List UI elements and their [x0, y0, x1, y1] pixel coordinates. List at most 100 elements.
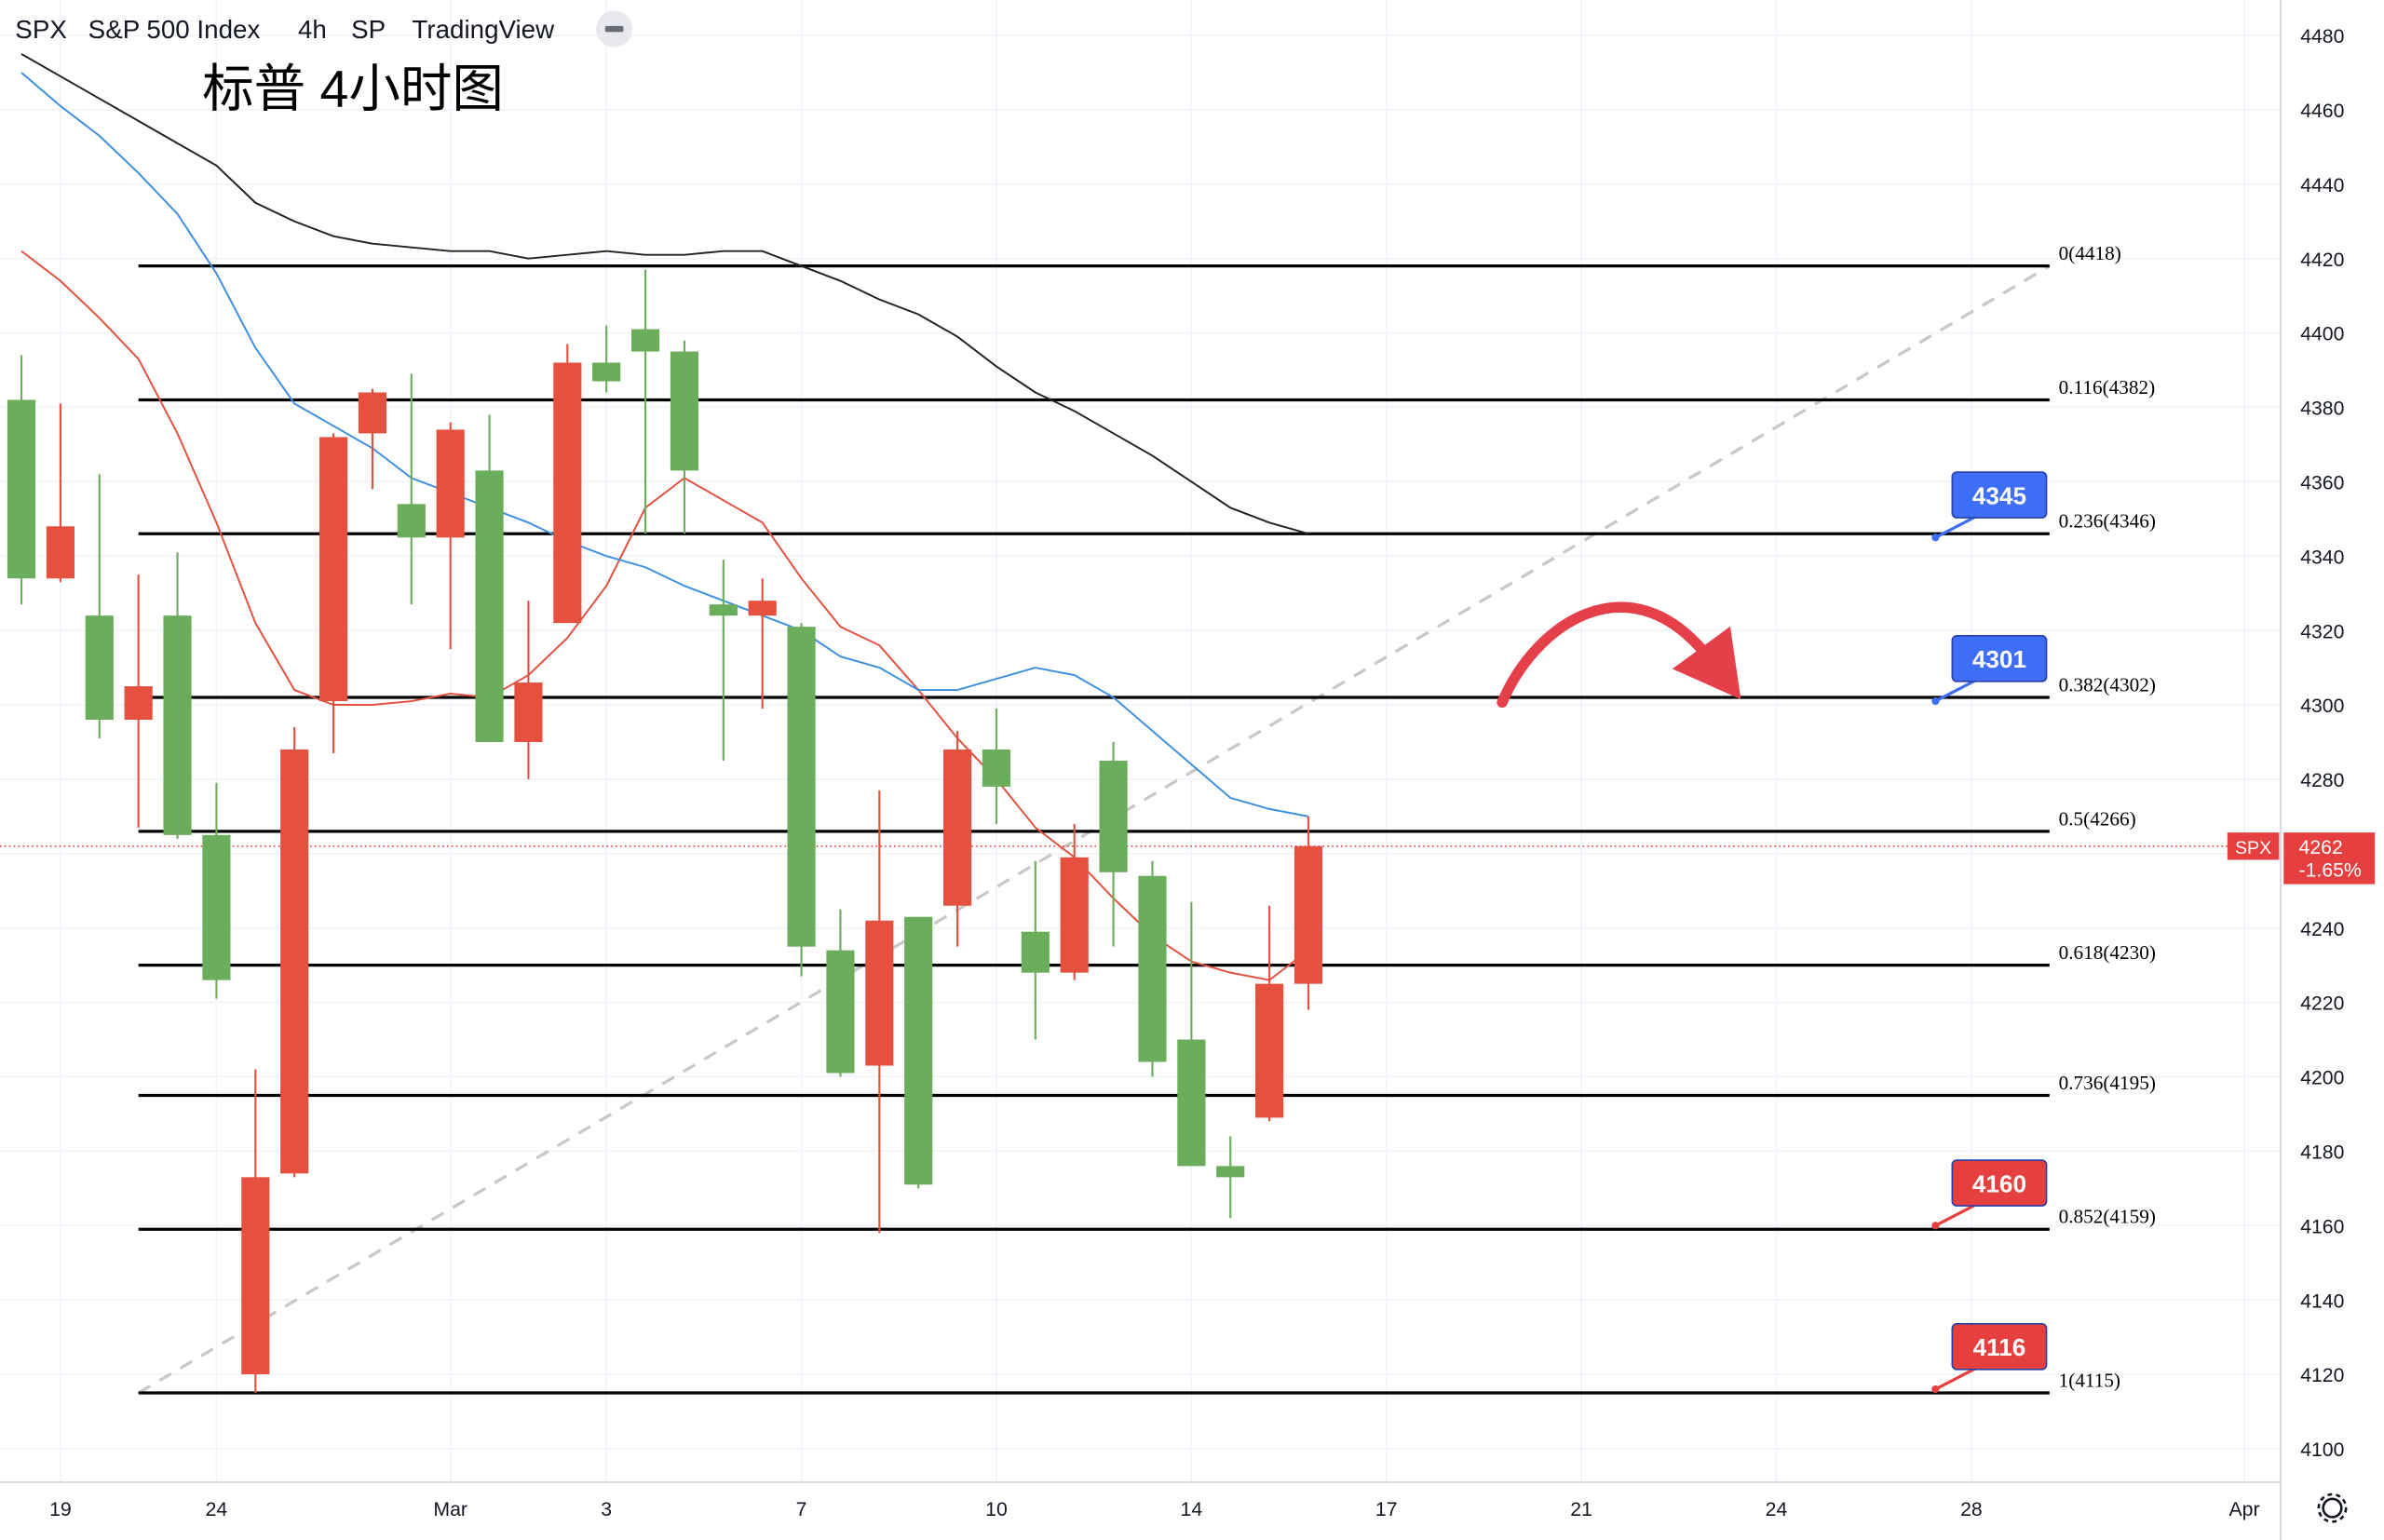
x-tick-label: 21	[1570, 1499, 1592, 1520]
price-tag-pointer	[1934, 514, 1978, 539]
last-price-symbol-tag	[2227, 832, 2280, 860]
candle-body	[1294, 845, 1323, 984]
moving-average-line	[20, 53, 1309, 535]
plot: 0(4418) 0.116(4382) 0.236(4346) 0.382(4302)…	[0, 53, 2281, 1395]
y-tick-label: 4120	[2300, 1365, 2344, 1386]
y-tick-label: 4380	[2300, 399, 2344, 420]
fib-level-label: 0.852(4159)	[2059, 1206, 2156, 1228]
price-tag	[1951, 1159, 2048, 1207]
price-tag-label: 4116	[1973, 1333, 2026, 1361]
candle-body	[1216, 1166, 1245, 1178]
price-tag-pointer	[1934, 678, 1978, 703]
price-tag	[1951, 1323, 2048, 1371]
fib-level-label: 0.736(4195)	[2059, 1072, 2156, 1094]
candle-body	[85, 615, 114, 721]
y-tick-label: 4420	[2300, 250, 2344, 271]
fib-level-label: 0.5(4266)	[2059, 807, 2136, 830]
price-tag-label: 4301	[1972, 645, 2026, 673]
y-tick-label: 4220	[2300, 993, 2344, 1015]
candle-body	[1255, 983, 1284, 1118]
candle-body	[397, 504, 426, 538]
fib-level-label: 0(4418)	[2059, 242, 2121, 264]
candle-body	[826, 950, 855, 1074]
x-tick-label: 17	[1375, 1499, 1398, 1520]
candle-body	[280, 749, 309, 1174]
price-tag-anchor	[1931, 1222, 1940, 1230]
price-tag-pointer	[1934, 1202, 1978, 1227]
y-tick-label: 4180	[2300, 1142, 2344, 1164]
candle-body	[748, 601, 777, 616]
y-tick-label: 4400	[2300, 324, 2344, 345]
collapse-icon	[604, 25, 624, 33]
x-tick-label: Apr	[2229, 1499, 2260, 1520]
symbol: SPX	[15, 15, 67, 44]
x-tick-label: Mar	[433, 1499, 467, 1520]
y-tick-label: 4440	[2300, 175, 2344, 196]
candle-body	[904, 916, 933, 1185]
candle-body	[514, 682, 543, 742]
candle-body	[163, 615, 192, 835]
candle-body	[475, 470, 504, 742]
exchange: SP	[351, 15, 386, 44]
y-tick-label: 4460	[2300, 101, 2344, 122]
candle-body	[709, 604, 738, 616]
x-tick-label: 19	[49, 1499, 72, 1520]
x-tick-label: 14	[1181, 1499, 1203, 1520]
price-tag-anchor	[1931, 1385, 1940, 1394]
symbol-name: S&P 500 Index	[88, 15, 261, 44]
candle-body	[46, 526, 74, 579]
candle-body	[865, 920, 894, 1066]
x-tick-label: 7	[796, 1499, 807, 1520]
arrow-head	[1672, 626, 1741, 700]
candle-body	[124, 686, 153, 721]
x-tick-label: 24	[206, 1499, 228, 1520]
y-tick-label: 4200	[2300, 1068, 2344, 1089]
fib-level-label: 1(4115)	[2059, 1369, 2120, 1391]
candle-body	[553, 362, 582, 624]
price-tag	[1951, 471, 2048, 519]
moving-average-line	[20, 250, 1309, 981]
candle-body	[1021, 931, 1050, 973]
candle-body	[982, 749, 1011, 787]
moving-average-line	[20, 72, 1309, 817]
settings-icon-teeth	[2317, 1493, 2348, 1523]
settings-button[interactable]	[2317, 1493, 2348, 1523]
y-tick-label: 4360	[2300, 473, 2344, 494]
candle-body	[1177, 1039, 1206, 1167]
price-tag-anchor	[1931, 696, 1940, 706]
candle-body	[670, 351, 699, 471]
price-tag	[1951, 635, 2048, 682]
price-tag-label: 4345	[1972, 481, 2026, 509]
grid	[0, 0, 2281, 1482]
candle-body	[436, 429, 465, 538]
interval: 4h	[298, 15, 327, 44]
data-source: TradingView	[412, 15, 555, 44]
curved-arrow	[1497, 601, 1709, 709]
fib-level-label: 0.382(4302)	[2059, 674, 2156, 696]
candle-body	[630, 329, 660, 352]
candle-body	[7, 399, 36, 579]
price-tag-label: 4160	[1972, 1169, 2026, 1197]
last-price-tag	[2283, 832, 2376, 885]
y-tick-label: 4340	[2300, 547, 2344, 568]
x-tick-label: 28	[1960, 1499, 1983, 1520]
y-tick-label: 4480	[2300, 26, 2344, 47]
candle-body	[202, 834, 231, 980]
fib-level-label: 0.236(4346)	[2059, 510, 2156, 533]
y-tick-label: 4240	[2300, 919, 2344, 940]
x-tick-label: 10	[985, 1499, 1008, 1520]
x-tick-label: 3	[601, 1499, 612, 1520]
candle-body	[1099, 760, 1128, 872]
fib-level-label: 0.116(4382)	[2059, 376, 2156, 399]
candle-body	[241, 1177, 270, 1375]
candle-body	[1060, 857, 1089, 973]
last-price-value: 4262	[2299, 837, 2343, 858]
y-tick-label: 4140	[2300, 1290, 2344, 1312]
y-tick-label: 4280	[2300, 770, 2344, 791]
last-price-change: -1.65%	[2299, 859, 2362, 881]
y-tick-label: 4100	[2300, 1439, 2344, 1461]
x-tick-label: 24	[1766, 1499, 1788, 1520]
candle-body	[358, 392, 387, 434]
